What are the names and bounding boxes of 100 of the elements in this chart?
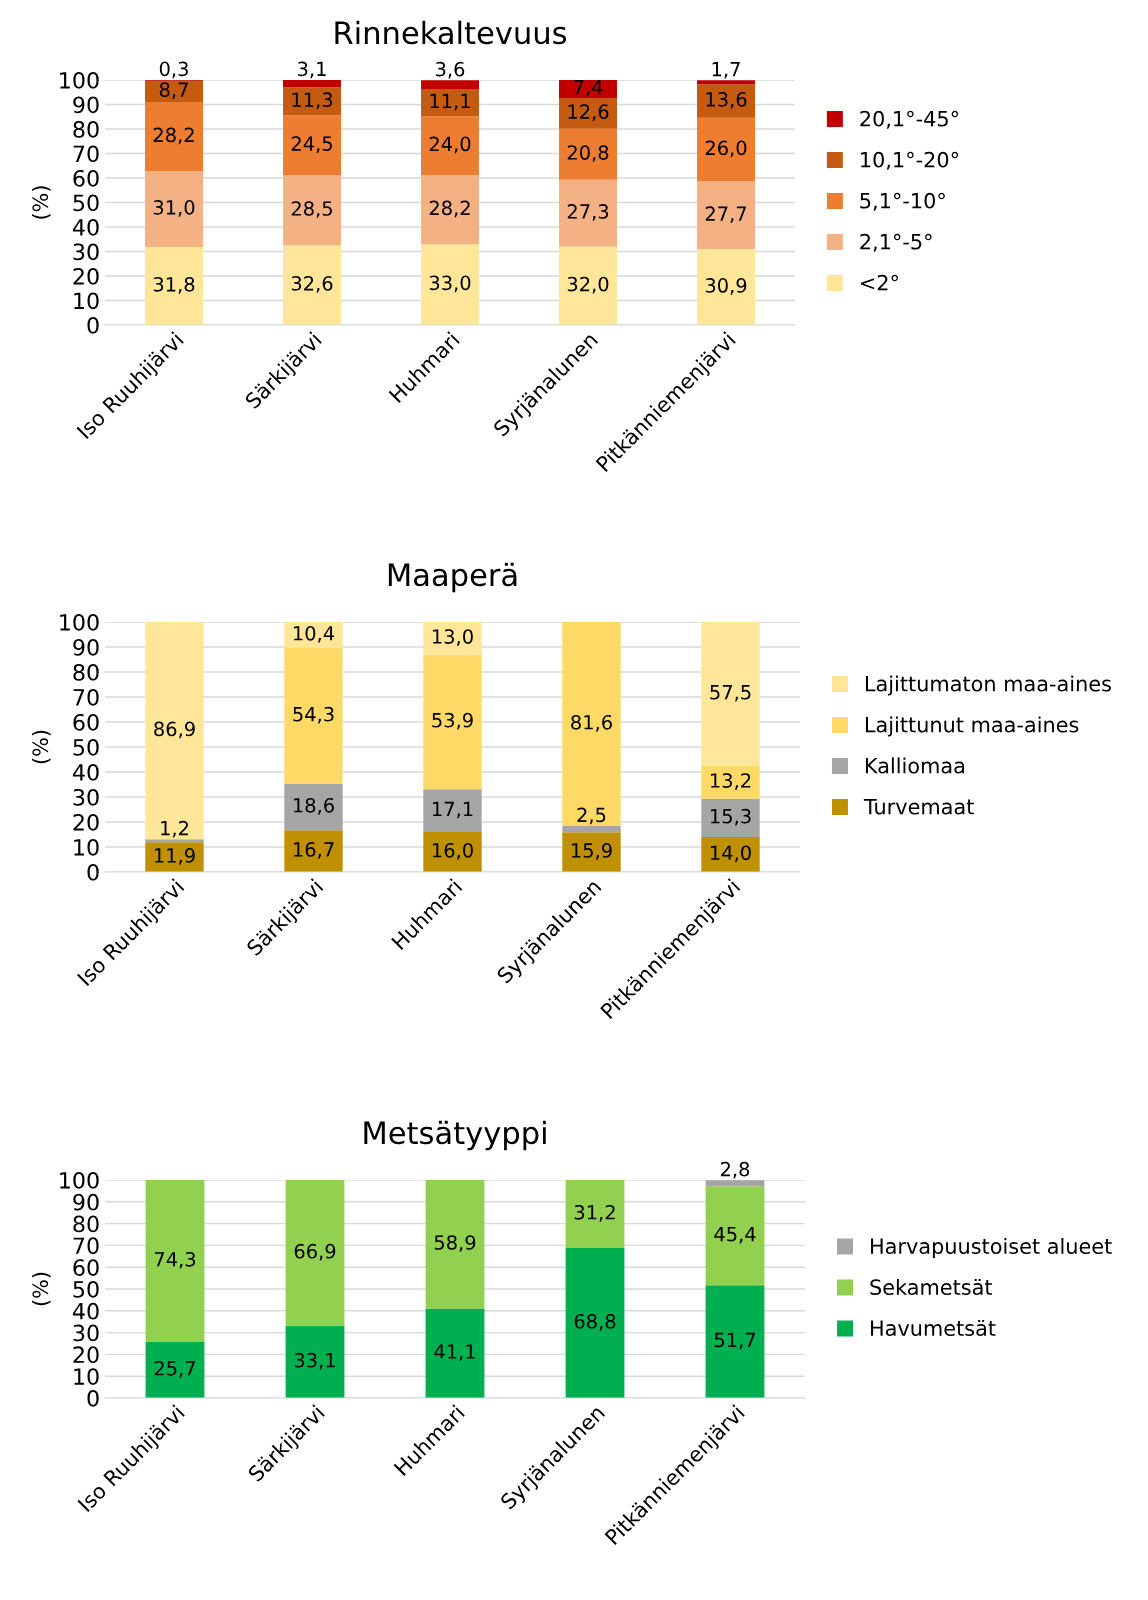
bar	[284, 830, 343, 872]
y-tick-label: 10	[74, 1368, 99, 1385]
y-tick-label: 80	[73, 1215, 99, 1233]
y-tick-label: 30	[73, 243, 99, 261]
y-tick-label: 10	[74, 292, 99, 310]
y-tick-label: 10	[74, 838, 99, 856]
data-label: 3,6	[436, 61, 465, 79]
data-label: 13,0	[432, 629, 473, 646]
bar	[425, 1308, 485, 1398]
data-label: 1,2	[161, 820, 189, 838]
legend-label: Kalliomaa	[865, 757, 965, 774]
data-label: 53,9	[432, 712, 473, 730]
bar	[283, 115, 341, 176]
data-label: 45,4	[714, 1227, 756, 1244]
bar	[145, 842, 204, 872]
legend-label: 20,1°-45°	[860, 110, 959, 129]
data-label: 7,4	[574, 80, 603, 97]
data-label: 68,8	[574, 1313, 616, 1331]
data-label: 16,7	[293, 842, 334, 859]
data-label: 74,3	[154, 1251, 196, 1269]
bar	[285, 1180, 345, 1326]
y-tick-label: 20	[73, 1346, 99, 1364]
legend-label: 10,1°-20°	[861, 151, 959, 170]
y-axis-title: (%)	[32, 730, 51, 764]
y-tick-label: 20	[73, 813, 99, 831]
data-label: 2,8	[720, 1161, 750, 1179]
data-label: 25,7	[154, 1360, 195, 1378]
data-label: 11,3	[292, 92, 333, 110]
bar	[565, 1248, 625, 1398]
y-tick-label: 100	[60, 71, 99, 89]
y-tick-label: 0	[87, 316, 99, 334]
data-label: 10,4	[293, 625, 335, 643]
y-tick-label: 60	[73, 169, 99, 187]
data-label: 57,5	[710, 685, 751, 702]
y-tick-label: 20	[73, 267, 99, 285]
y-tick-label: 40	[72, 1302, 99, 1320]
data-label: 28,2	[429, 200, 470, 218]
bar	[421, 244, 479, 325]
bar	[705, 1180, 765, 1187]
data-label: 86,9	[154, 721, 195, 739]
bar	[421, 116, 479, 176]
bar	[697, 80, 755, 85]
bar	[145, 80, 203, 103]
data-label: 0,3	[159, 61, 188, 79]
legend-label: Harvapuustoiset alueet	[871, 1237, 1112, 1259]
data-label: 30,9	[705, 278, 747, 295]
data-label: 11,9	[154, 848, 195, 865]
bar	[559, 179, 617, 247]
bar	[697, 181, 755, 250]
bar	[421, 89, 479, 117]
data-label: 1,7	[712, 62, 740, 79]
y-tick-label: 0	[87, 1389, 99, 1407]
data-label: 31,8	[153, 276, 195, 294]
data-label: 27,3	[567, 204, 609, 221]
legend-label: Turvemaat	[863, 799, 974, 815]
data-label: 15,3	[710, 808, 751, 826]
bar	[559, 80, 617, 98]
bar	[697, 117, 755, 182]
data-label: 33,1	[294, 1352, 335, 1370]
legend-label: Havumetsät	[871, 1319, 996, 1337]
y-tick-label: 90	[73, 638, 99, 656]
bar	[559, 246, 617, 325]
bar	[145, 622, 204, 840]
data-label: 20,8	[567, 145, 609, 162]
data-label: 2,5	[577, 807, 606, 825]
y-tick-label: 100	[60, 613, 99, 631]
legend-label: 2,1°-5°	[860, 233, 932, 252]
data-label: 51,7	[714, 1332, 755, 1350]
data-label: 31,2	[574, 1204, 615, 1222]
bar	[565, 1180, 625, 1249]
data-label: 3,1	[298, 61, 326, 79]
bar	[562, 826, 621, 833]
bar	[701, 765, 760, 799]
data-label: 28,5	[291, 201, 332, 218]
data-label: 27,7	[705, 206, 746, 223]
data-label: 11,1	[430, 93, 470, 111]
data-label: 24,5	[291, 136, 332, 153]
data-label: 32,0	[567, 276, 609, 294]
legend-label: Lajittunut maa-aines	[865, 716, 1079, 737]
data-label: 17,1	[432, 801, 473, 819]
legend-label: 5,1°-10°	[860, 192, 945, 211]
bar	[701, 622, 760, 766]
bar	[285, 1325, 345, 1398]
data-label: 41,1	[434, 1344, 475, 1361]
data-label: 66,9	[294, 1243, 336, 1261]
data-label: 58,9	[434, 1235, 476, 1252]
data-label: 24,0	[429, 136, 471, 154]
bar	[284, 648, 343, 784]
chart-title: Metsätyyppi	[364, 1120, 546, 1151]
y-axis-title: (%)	[32, 1272, 51, 1306]
data-label: 28,2	[153, 127, 194, 145]
bar	[705, 1285, 765, 1398]
legend-label: Lajittumaton maa-aines	[865, 675, 1111, 696]
bar	[423, 622, 482, 655]
bar	[701, 837, 760, 872]
bar	[283, 80, 341, 88]
legend-label: <2°	[861, 274, 898, 291]
bar	[697, 249, 755, 325]
bar	[562, 622, 621, 826]
bar	[283, 175, 341, 246]
